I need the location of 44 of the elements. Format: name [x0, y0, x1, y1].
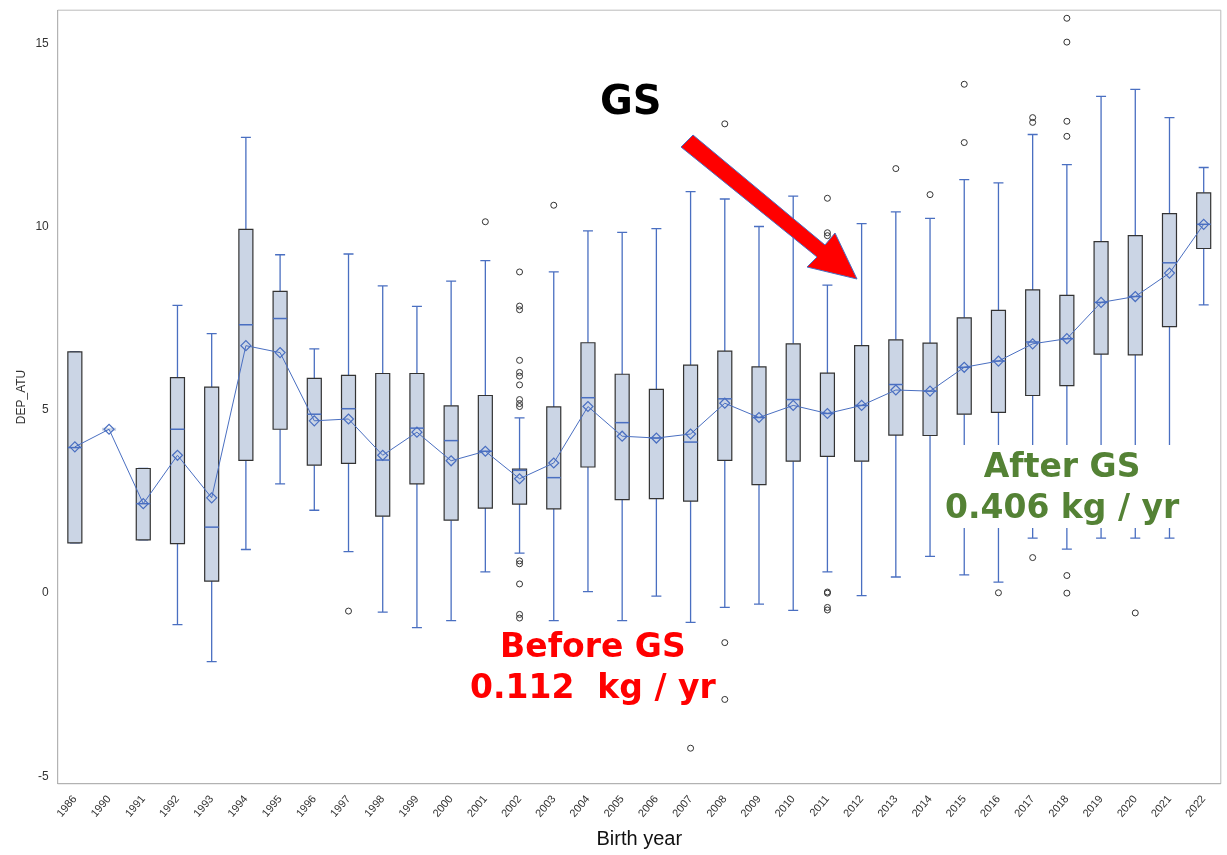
point [171, 449, 184, 461]
point [1129, 290, 1141, 303]
point [684, 428, 697, 440]
point [1198, 218, 1210, 230]
point [377, 449, 389, 461]
point [1163, 267, 1176, 279]
y-axis-title: DEP_ATU [13, 369, 28, 425]
point [582, 400, 594, 413]
y-tick-label: 5 [42, 402, 50, 417]
point [206, 492, 218, 504]
point [856, 399, 868, 412]
point [958, 361, 970, 373]
point [821, 407, 834, 420]
point [992, 355, 1005, 367]
point [1095, 296, 1107, 308]
annotation: GS [600, 76, 662, 125]
point [274, 347, 286, 359]
annotation: After GS 0.406 kg / yr [945, 445, 1180, 528]
point [1027, 338, 1039, 350]
point [1061, 333, 1073, 345]
point [240, 340, 252, 352]
point [650, 432, 662, 444]
annotation: Before GS 0.112 kg / yr [470, 625, 716, 708]
point [719, 397, 731, 409]
y-tick-label: 10 [35, 218, 50, 233]
point [479, 445, 491, 457]
y-tick-label: 0 [42, 585, 50, 600]
point [137, 498, 149, 510]
point [69, 441, 81, 453]
point [924, 385, 936, 397]
point [513, 473, 526, 485]
point [890, 384, 902, 396]
point [548, 457, 560, 469]
point [445, 455, 457, 467]
point [787, 399, 799, 412]
y-tick-label: 15 [35, 35, 50, 50]
point [753, 411, 765, 424]
point [411, 426, 423, 438]
point [103, 423, 115, 435]
point [342, 413, 355, 425]
y-tick-label: -5 [38, 768, 50, 783]
point [308, 415, 320, 427]
x-axis-title: Birth year [596, 826, 683, 849]
point [616, 430, 628, 442]
